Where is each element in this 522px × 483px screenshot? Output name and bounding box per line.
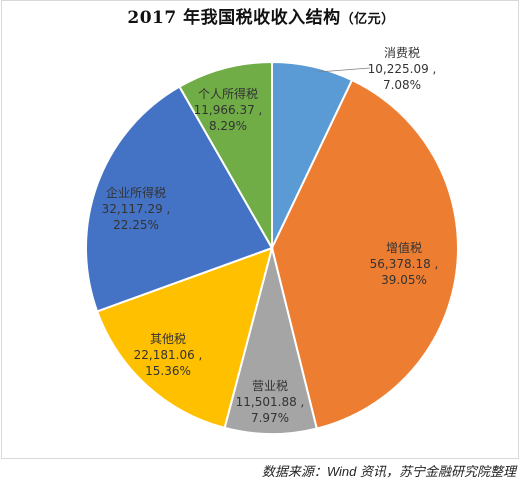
slice-value: 11,966.37 ,: [194, 103, 263, 117]
slice-percent: 39.05%: [381, 273, 427, 287]
slice-name: 消费税: [384, 46, 420, 60]
slice-label-business-tax: 营业税 11,501.88 , 7.97%: [236, 379, 305, 425]
leader-line-consumption-tax: [317, 67, 371, 73]
slice-value: 56,378.18 ,: [370, 257, 439, 271]
slice-name: 其他税: [150, 332, 186, 346]
pie-slices: [85, 60, 459, 435]
slice-percent: 22.25%: [113, 218, 159, 232]
slice-value: 32,117.29 ,: [102, 202, 171, 216]
slice-label-personal-income-tax: 个人所得税 11,966.37 , 8.29%: [194, 86, 263, 133]
slice-name: 企业所得税: [106, 185, 166, 200]
chart-title: 2017 年我国税收收入结构（亿元）: [0, 3, 522, 28]
slice-name: 个人所得税: [198, 86, 258, 101]
slice-percent: 8.29%: [209, 119, 247, 133]
slice-percent: 7.97%: [251, 411, 289, 425]
source-note: 数据来源：Wind 资讯，苏宁金融研究院整理: [261, 464, 516, 479]
slice-label-consumption-tax: 消费税 10,225.09 , 7.08%: [368, 46, 437, 92]
pie-slice-personal-income-tax: [178, 60, 273, 252]
slice-label-vat: 增值税 56,378.18 , 39.05%: [370, 240, 439, 287]
slice-name: 增值税: [386, 240, 422, 255]
slice-labels: 消费税 10,225.09 , 7.08% 增值税 56,378.18 , 39.05% 营…: [102, 46, 439, 425]
pie-slice-other-tax: [95, 246, 274, 430]
pie-chart: 消费税 10,225.09 , 7.08% 增值税 56,378.18 , 39.05% 营…: [85, 46, 459, 435]
slice-percent: 7.08%: [383, 78, 421, 92]
slice-value: 10,225.09 ,: [368, 62, 437, 76]
pie-slice-corporate-income-tax: [85, 85, 274, 313]
slice-percent: 15.36%: [145, 364, 191, 378]
slice-label-other-tax: 其他税 22,181.06 , 15.36%: [134, 332, 203, 378]
slice-label-corporate-income-tax: 企业所得税 32,117.29 , 22.25%: [102, 185, 171, 232]
slice-value: 11,501.88 ,: [236, 395, 305, 409]
slice-name: 营业税: [252, 379, 288, 393]
pie-slice-business-tax: [223, 247, 318, 435]
chart-title-unit: （亿元）: [340, 12, 395, 27]
chart-title-text: 2017 年我国税收收入结构: [127, 8, 341, 28]
slice-value: 22,181.06 ,: [134, 348, 203, 362]
pie-slice-vat: [270, 78, 459, 430]
